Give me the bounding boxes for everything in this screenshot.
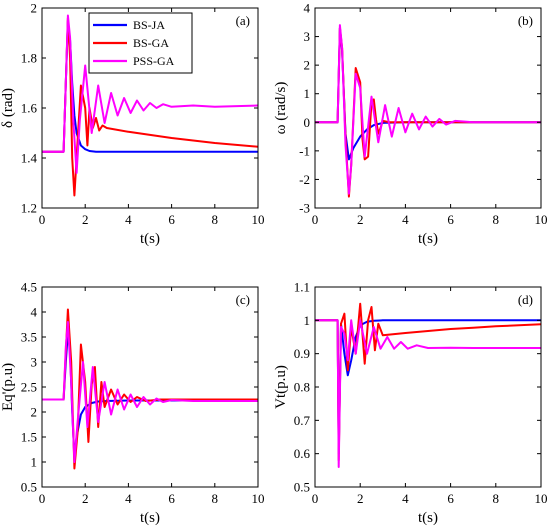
x-tick-label: 8 xyxy=(493,491,500,506)
y-tick-label: 0 xyxy=(304,115,311,130)
y-tick-label: 4 xyxy=(304,1,311,16)
legend-label-bs-ja: BS-JA xyxy=(133,18,165,32)
series-line-pss-ga xyxy=(315,24,541,195)
x-tick-label: 6 xyxy=(447,491,454,506)
series-line-bs-ga xyxy=(315,27,541,198)
y-tick-label: 2 xyxy=(304,58,311,73)
x-tick-label: 4 xyxy=(402,212,409,227)
series-line-bs-ja xyxy=(315,27,541,161)
panel-b: 0 2 4 6 8 10 -3 -2 -1 0 1 2 3 4 t(s) ω (rad/s) (b) xyxy=(273,1,548,248)
x-axis-label: t(s) xyxy=(140,231,160,247)
y-tick-label: 0.6 xyxy=(294,446,311,461)
x-tick-label: 2 xyxy=(357,212,364,227)
x-tick-label: 6 xyxy=(447,212,454,227)
x-tick-label: 10 xyxy=(252,491,265,506)
y-tick-label: 3 xyxy=(304,29,311,44)
y-tick-label: 1.6 xyxy=(21,101,38,116)
x-tick-label: 0 xyxy=(39,491,46,506)
x-tick-label: 4 xyxy=(402,491,409,506)
y-tick-label: 1.4 xyxy=(21,151,38,166)
x-tick-label: 10 xyxy=(252,212,265,227)
series-line-pss-ga xyxy=(315,319,541,468)
y-tick-label: 2 xyxy=(31,1,38,16)
x-tick-label: 4 xyxy=(125,212,132,227)
x-tick-label: 2 xyxy=(82,491,89,506)
y-tick-label: -1 xyxy=(299,143,310,158)
legend: BS-JA BS-GA PSS-GA xyxy=(88,12,193,74)
x-tick-label: 0 xyxy=(312,212,319,227)
panel-d: 0 2 4 6 8 10 0.5 0.6 0.7 0.8 0.9 1 1.1 t(s) Vt(p.u) (d) xyxy=(273,280,548,526)
panel-label: (a) xyxy=(236,13,250,28)
y-tick-label: 1 xyxy=(304,86,311,101)
legend-label-pss-ga: PSS-GA xyxy=(133,54,175,68)
y-tick-label: -2 xyxy=(299,172,310,187)
panel-c: 0 2 4 6 8 10 0.5 1 1.5 2 2.5 3 3.5 4 4.5 t(s) Eq'(p.u) (c… xyxy=(0,280,265,526)
y-tick-label: 0.5 xyxy=(21,480,37,495)
y-tick-label: 1.5 xyxy=(21,430,37,445)
x-tick-label: 6 xyxy=(168,212,175,227)
axes-frame xyxy=(314,286,542,488)
panel-label: (c) xyxy=(236,292,250,307)
y-tick-label: 0.5 xyxy=(294,480,310,495)
y-axis-label: Eq'(p.u) xyxy=(0,363,16,411)
x-tick-label: 0 xyxy=(39,212,46,227)
y-axis-label: Vt(p.u) xyxy=(273,365,289,409)
x-tick-label: 10 xyxy=(535,491,548,506)
x-tick-label: 8 xyxy=(212,212,219,227)
panel-label: (b) xyxy=(518,13,533,28)
x-tick-label: 2 xyxy=(357,491,364,506)
x-tick-label: 10 xyxy=(535,212,548,227)
y-tick-label: 4 xyxy=(31,305,38,320)
series-line-pss-ga xyxy=(42,321,258,463)
x-tick-label: 8 xyxy=(212,491,219,506)
y-tick-label: 1.8 xyxy=(21,51,37,66)
legend-label-bs-ga: BS-GA xyxy=(133,36,169,50)
y-tick-label: 4.5 xyxy=(21,280,37,295)
y-axis-label: ω (rad/s) xyxy=(273,82,289,135)
y-tick-label: 1 xyxy=(31,455,38,470)
x-tick-label: 0 xyxy=(312,491,319,506)
x-axis-label: t(s) xyxy=(418,231,438,247)
x-tick-label: 4 xyxy=(125,491,132,506)
y-tick-label: -3 xyxy=(299,201,310,216)
y-tick-label: 0.7 xyxy=(294,413,311,428)
x-tick-label: 2 xyxy=(82,212,89,227)
x-axis-label: t(s) xyxy=(140,510,160,526)
panel-label: (d) xyxy=(518,292,533,307)
y-tick-label: 3.5 xyxy=(21,330,37,345)
y-tick-label: 0.9 xyxy=(294,346,310,361)
y-tick-label: 1.2 xyxy=(21,201,37,216)
y-tick-label: 1 xyxy=(304,313,311,328)
y-tick-label: 2.5 xyxy=(21,380,37,395)
y-tick-label: 0.8 xyxy=(294,380,310,395)
x-tick-label: 8 xyxy=(493,212,500,227)
series-line-bs-ga xyxy=(315,302,541,462)
axes-frame xyxy=(314,7,542,209)
y-tick-label: 3 xyxy=(31,355,38,370)
x-axis-label: t(s) xyxy=(418,510,438,526)
series-line-pss-ga xyxy=(42,14,258,174)
y-tick-label: 1.1 xyxy=(294,280,310,295)
y-tick-label: 2 xyxy=(31,405,38,420)
x-tick-label: 6 xyxy=(168,491,175,506)
panel-a: 0 2 4 6 8 101.21.41.61.82t(s)δ (rad)(a)BS-JAB… xyxy=(0,1,265,248)
y-axis-label: δ (rad) xyxy=(0,88,16,128)
